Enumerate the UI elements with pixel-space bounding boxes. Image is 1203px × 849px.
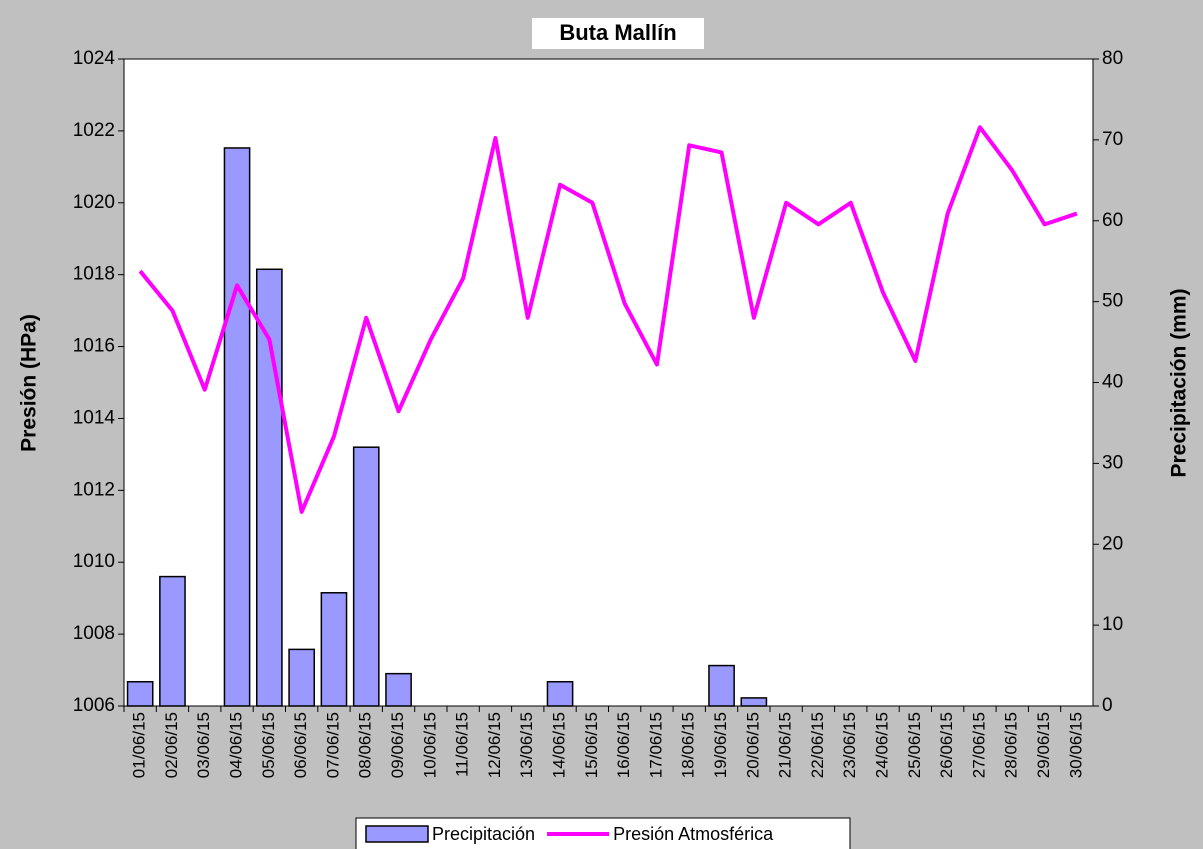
x-tick-label: 12/06/15 bbox=[485, 712, 504, 778]
x-tick-label: 14/06/15 bbox=[550, 712, 569, 778]
x-tick-label: 16/06/15 bbox=[614, 712, 633, 778]
y-axis-label: Presión (HPa) bbox=[18, 314, 41, 452]
bar bbox=[256, 268, 283, 707]
y-tick-label: 1014 bbox=[73, 407, 116, 428]
y2-axis-label: Precipitación (mm) bbox=[1168, 288, 1191, 477]
y-tick-label: 1006 bbox=[73, 695, 115, 716]
x-tick-label: 29/06/15 bbox=[1034, 712, 1053, 778]
legend-label: Precipitación bbox=[432, 824, 535, 844]
x-tick-label: 25/06/15 bbox=[905, 712, 924, 778]
x-tick-label: 15/06/15 bbox=[582, 712, 601, 778]
x-tick-label: 21/06/15 bbox=[776, 712, 795, 778]
x-tick-label: 11/06/15 bbox=[453, 712, 472, 777]
x-tick-label: 27/06/15 bbox=[969, 712, 988, 778]
legend-label: Presión Atmosférica bbox=[613, 824, 774, 844]
chart-title: Buta Mallín bbox=[559, 20, 676, 45]
y2-tick-label: 80 bbox=[1102, 48, 1123, 69]
y2-tick-label: 60 bbox=[1102, 210, 1123, 231]
x-tick-label: 09/06/15 bbox=[388, 712, 407, 778]
y-tick-label: 1012 bbox=[73, 479, 115, 500]
bar bbox=[288, 648, 315, 707]
x-tick-label: 05/06/15 bbox=[259, 712, 278, 778]
y2-tick-label: 50 bbox=[1102, 291, 1123, 312]
title-box bbox=[532, 18, 704, 49]
bar bbox=[708, 664, 735, 707]
y2-tick-label: 10 bbox=[1102, 614, 1123, 635]
y2-tick-label: 20 bbox=[1102, 533, 1123, 554]
bar bbox=[126, 680, 154, 707]
x-tick-label: 02/06/15 bbox=[162, 712, 181, 778]
x-tick-label: 20/06/15 bbox=[743, 712, 762, 778]
x-tick-label: 13/06/15 bbox=[517, 712, 536, 778]
bar bbox=[320, 592, 348, 707]
y-tick-label: 1020 bbox=[73, 192, 115, 213]
y-tick-label: 1010 bbox=[73, 551, 115, 572]
x-tick-label: 30/06/15 bbox=[1066, 712, 1085, 778]
y-tick-label: 1016 bbox=[73, 336, 115, 357]
x-tick-label: 04/06/15 bbox=[227, 712, 246, 778]
x-tick-label: 24/06/15 bbox=[873, 712, 892, 778]
y-tick-label: 1022 bbox=[73, 120, 115, 141]
x-tick-label: 18/06/15 bbox=[679, 712, 698, 778]
x-tick-label: 19/06/15 bbox=[711, 712, 730, 778]
bar bbox=[740, 697, 768, 707]
y2-tick-label: 40 bbox=[1102, 372, 1123, 393]
y-tick-label: 1024 bbox=[73, 48, 116, 69]
legend-swatch bbox=[365, 825, 429, 843]
y-tick-label: 1018 bbox=[73, 264, 115, 285]
bar bbox=[546, 680, 574, 707]
bar bbox=[223, 147, 251, 707]
x-tick-label: 06/06/15 bbox=[291, 712, 310, 778]
bar bbox=[352, 446, 380, 707]
y2-tick-label: 0 bbox=[1102, 695, 1113, 716]
x-tick-label: 07/06/15 bbox=[323, 712, 342, 778]
x-tick-label: 10/06/15 bbox=[420, 712, 439, 778]
y-tick-label: 1008 bbox=[73, 623, 115, 644]
x-tick-label: 23/06/15 bbox=[840, 712, 859, 778]
x-tick-label: 22/06/15 bbox=[808, 712, 827, 778]
x-tick-label: 28/06/15 bbox=[1002, 712, 1021, 778]
line bbox=[138, 125, 1078, 514]
plot-area bbox=[123, 58, 1094, 707]
x-tick-label: 17/06/15 bbox=[646, 712, 665, 778]
y2-tick-label: 30 bbox=[1102, 452, 1123, 473]
y2-tick-label: 70 bbox=[1102, 129, 1123, 150]
x-tick-label: 01/06/15 bbox=[130, 712, 149, 778]
x-tick-label: 26/06/15 bbox=[937, 712, 956, 778]
bar bbox=[159, 575, 186, 707]
x-tick-label: 03/06/15 bbox=[194, 712, 213, 778]
x-tick-label: 08/06/15 bbox=[356, 712, 375, 778]
bar bbox=[385, 672, 412, 707]
